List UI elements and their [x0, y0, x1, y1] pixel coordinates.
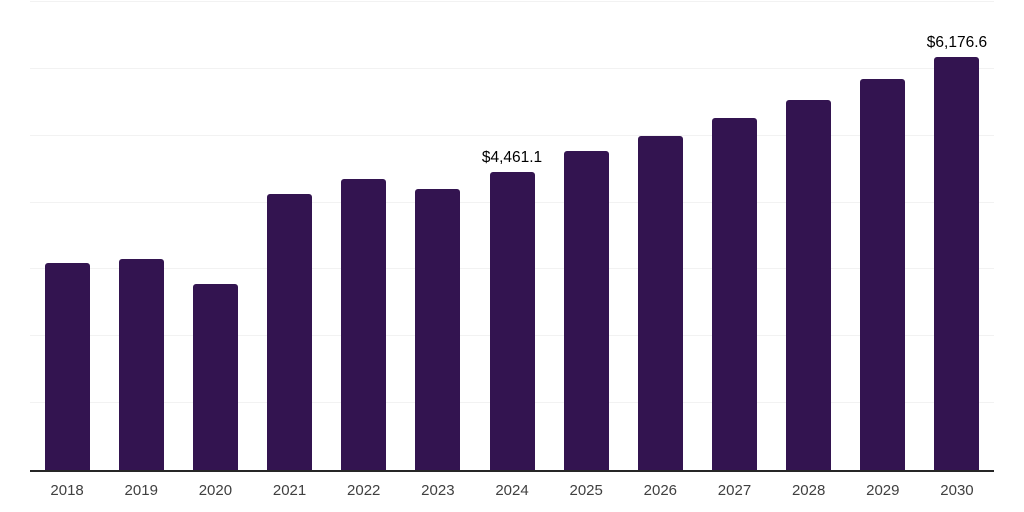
x-tick-label-2027: 2027	[717, 482, 752, 499]
bar-band-2026	[623, 2, 697, 470]
bar-band-2027	[697, 2, 771, 470]
bar-band-2019	[104, 2, 178, 470]
bar-2028	[786, 99, 832, 470]
bar-band-2029	[846, 2, 920, 470]
bar-2025	[563, 151, 609, 470]
x-tick-label-2019: 2019	[124, 482, 158, 499]
bar-2018	[44, 263, 90, 470]
bar-2030: $6,176.6	[927, 34, 987, 470]
x-tick-label-2025: 2025	[569, 482, 603, 499]
bar-2023	[415, 189, 461, 470]
bar-2022	[341, 178, 387, 470]
bar-band-2023	[401, 2, 475, 470]
bar-band-2030: $6,176.6	[920, 2, 994, 470]
plot-area: $4,461.1 $6,176.6	[30, 1, 994, 472]
x-tick-label-2024: 2024	[495, 482, 529, 499]
x-tick-label-2022: 2022	[347, 482, 381, 499]
bar-band-2022	[327, 2, 401, 470]
data-label-2030: $6,176.6	[926, 34, 988, 52]
x-tick-label-2018: 2018	[50, 482, 84, 499]
x-axis-labels: 2018 2019 2020 2021 2022 2023 2024 2025 2026 2027…	[30, 482, 994, 499]
bar-2020	[192, 284, 238, 470]
x-tick-label-2021: 2021	[272, 482, 307, 499]
bar-2029	[860, 78, 906, 470]
bar-band-2025	[549, 2, 623, 470]
bar-band-2020	[178, 2, 252, 470]
bar-2021	[267, 193, 313, 470]
bar-band-2018	[30, 2, 104, 470]
bar-band-2024: $4,461.1	[475, 2, 549, 470]
x-tick-label-2028: 2028	[791, 482, 826, 499]
x-tick-label-2026: 2026	[643, 482, 678, 499]
x-tick-label-2030: 2030	[940, 482, 974, 499]
bar-2026	[637, 136, 683, 470]
bar-2024: $4,461.1	[482, 149, 542, 470]
x-tick-label-2023: 2023	[421, 482, 455, 499]
bar-2019	[118, 258, 164, 470]
bar-band-2028	[772, 2, 846, 470]
bar-band-2021	[252, 2, 326, 470]
x-tick-label-2020: 2020	[198, 482, 233, 499]
bar-2027	[711, 117, 757, 470]
data-label-2024: $4,461.1	[481, 148, 543, 166]
x-tick-label-2029: 2029	[866, 482, 900, 499]
